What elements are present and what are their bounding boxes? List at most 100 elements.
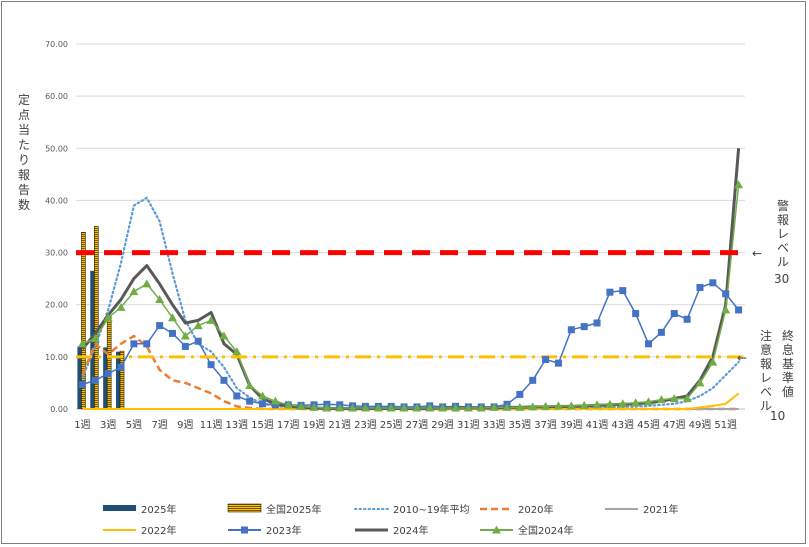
point-national-2024 bbox=[270, 396, 280, 405]
point-national-2024 bbox=[193, 321, 203, 330]
x-tick-label: 33週 bbox=[483, 419, 506, 431]
point-2023 bbox=[168, 329, 176, 337]
point-national-2024 bbox=[541, 401, 551, 410]
y-axis-label: 定点当たり報告数 bbox=[18, 92, 30, 212]
alert-arrow: ← bbox=[752, 247, 762, 261]
point-national-2024 bbox=[566, 401, 576, 410]
x-tick-label: 5週 bbox=[126, 419, 142, 431]
caution-level-label: 注意報レベル bbox=[760, 328, 772, 413]
point-national-2024 bbox=[592, 400, 602, 409]
point-national-2024 bbox=[489, 402, 499, 411]
point-national-2024 bbox=[528, 402, 538, 411]
point-2023 bbox=[194, 337, 202, 345]
point-national-2024 bbox=[155, 295, 165, 303]
point-2023 bbox=[696, 284, 704, 292]
legend-label: 2024年 bbox=[393, 524, 428, 537]
y-tick-label: 30.00 bbox=[45, 249, 68, 258]
legend-marker bbox=[241, 526, 248, 534]
legend-swatch bbox=[227, 503, 262, 513]
reference-lines bbox=[76, 250, 745, 359]
point-2023 bbox=[233, 392, 241, 400]
x-tick-label: 7週 bbox=[151, 419, 167, 431]
point-national-2024 bbox=[553, 401, 563, 410]
point-national-2024 bbox=[348, 403, 358, 412]
legend-label: 2020年 bbox=[518, 503, 553, 516]
point-national-2024 bbox=[77, 339, 87, 348]
point-national-2024 bbox=[605, 399, 615, 408]
point-national-2024 bbox=[476, 403, 486, 412]
x-tick-label: 45週 bbox=[637, 419, 660, 431]
legend-label: 全国2024年 bbox=[518, 524, 573, 537]
legend-label: 2023年 bbox=[266, 524, 301, 537]
x-tick-label: 23週 bbox=[354, 419, 377, 431]
x-tick-label: 39週 bbox=[560, 419, 583, 431]
x-tick-label: 37週 bbox=[534, 419, 557, 431]
alert-level-label: 警報レベル bbox=[777, 198, 789, 269]
point-national-2024 bbox=[206, 315, 216, 324]
point-2023 bbox=[181, 342, 189, 350]
point-2023 bbox=[567, 326, 575, 334]
point-national-2024 bbox=[167, 313, 177, 322]
point-national-2024 bbox=[180, 331, 190, 340]
caution-arrow: ← bbox=[737, 351, 747, 365]
point-2023 bbox=[104, 370, 112, 378]
bar-2025 bbox=[103, 347, 108, 409]
point-2023 bbox=[709, 279, 717, 287]
legend-label: 全国2025年 bbox=[266, 503, 321, 516]
point-2023 bbox=[271, 401, 279, 409]
point-national-2024 bbox=[129, 287, 139, 296]
bar-national-2025 bbox=[106, 316, 112, 410]
grid bbox=[76, 43, 745, 410]
x-tick-label: 15週 bbox=[251, 419, 274, 431]
point-2023 bbox=[580, 323, 588, 331]
legend-label: 2010~19年平均 bbox=[393, 503, 470, 516]
x-tick-label: 51週 bbox=[714, 419, 737, 431]
point-2023 bbox=[632, 310, 640, 318]
legend-marker bbox=[492, 525, 501, 534]
x-tick-label: 31週 bbox=[457, 419, 480, 431]
point-national-2024 bbox=[438, 403, 448, 412]
point-2023 bbox=[722, 290, 730, 298]
x-tick-label: 17週 bbox=[277, 419, 300, 431]
x-tick-label: 27週 bbox=[406, 419, 429, 431]
point-2023 bbox=[606, 288, 614, 296]
point-national-2024 bbox=[116, 302, 126, 311]
series-line bbox=[81, 196, 740, 410]
y-tick-label: 0.00 bbox=[50, 405, 68, 414]
point-national-2024 bbox=[103, 313, 113, 322]
point-2023 bbox=[156, 322, 164, 330]
point-national-2024 bbox=[335, 403, 345, 412]
point-national-2024 bbox=[425, 403, 435, 412]
point-2023 bbox=[516, 390, 524, 398]
point-2023 bbox=[220, 376, 228, 384]
y-tick-label: 70.00 bbox=[45, 40, 68, 49]
point-2023 bbox=[542, 355, 550, 363]
x-tick-labels: 1週 3週 5週 7週 9週 11週 13週 15週 17週 19週 21週 23週 25週 27週 29週… bbox=[74, 419, 737, 431]
point-national-2024 bbox=[682, 394, 692, 403]
x-tick-label: 47週 bbox=[663, 419, 686, 431]
x-tick-label: 13週 bbox=[225, 419, 248, 431]
point-national-2024 bbox=[463, 403, 473, 412]
bar-2025 bbox=[77, 346, 82, 409]
x-tick-label: 21週 bbox=[328, 419, 351, 431]
point-2023 bbox=[645, 340, 653, 348]
point-2023 bbox=[683, 315, 691, 323]
legend-swatch bbox=[103, 505, 136, 511]
point-national-2024 bbox=[515, 402, 525, 411]
point-national-2024 bbox=[721, 305, 731, 314]
x-tick-label: 9週 bbox=[177, 419, 193, 431]
point-national-2024 bbox=[245, 381, 255, 390]
point-national-2024 bbox=[695, 378, 705, 387]
point-national-2024 bbox=[283, 400, 293, 409]
point-national-2024 bbox=[708, 357, 718, 366]
end-level-label: 終息基準値 bbox=[782, 328, 794, 399]
y-tick-label: 40.00 bbox=[45, 196, 68, 205]
point-national-2024 bbox=[258, 391, 268, 400]
y-axis-label-text: 定点当たり報告数 bbox=[18, 92, 30, 212]
point-national-2024 bbox=[399, 403, 409, 412]
point-2023 bbox=[143, 340, 151, 348]
point-national-2024 bbox=[656, 395, 666, 404]
series-lines bbox=[81, 148, 741, 411]
